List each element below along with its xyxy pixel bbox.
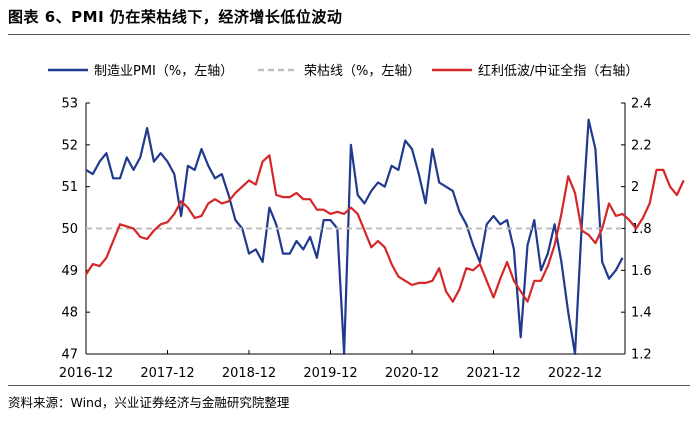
x-tick-label: 2019-12 (303, 366, 357, 381)
left-tick-label: 48 (61, 306, 78, 321)
x-tick-label: 2021-12 (466, 366, 520, 381)
x-tick-label: 2020-12 (385, 366, 439, 381)
legend-label: 荣枯线（%，左轴） (304, 64, 420, 79)
chart-title: 图表 6、PMI 仍在荣枯线下，经济增长低位波动 (8, 8, 343, 26)
legend-label: 红利低波/中证全指（右轴） (478, 63, 638, 79)
left-tick-label: 51 (61, 180, 78, 195)
legend-label: 制造业PMI（%，左轴） (94, 64, 233, 79)
right-tick-label: 2 (631, 180, 639, 195)
x-tick-label: 2022-12 (548, 366, 602, 381)
title-rule (8, 34, 690, 35)
left-tick-label: 52 (61, 138, 78, 153)
right-tick-label: 1.2 (631, 348, 652, 363)
chart-series (85, 118, 685, 356)
left-tick-label: 53 (61, 97, 78, 112)
right-tick-label: 2.4 (631, 97, 652, 112)
right-tick-label: 2.2 (631, 138, 652, 153)
x-tick-label: 2017-12 (140, 366, 194, 381)
source-rule (8, 385, 690, 386)
chart-legend: 制造业PMI（%，左轴） 荣枯线（%，左轴） 红利低波/中证全指（右轴） (48, 63, 638, 79)
right-tick-label: 1.4 (631, 306, 652, 321)
chart-source: 资料来源：Wind，兴业证券经济与金融研究院整理 (8, 395, 290, 410)
right-tick-label: 1.8 (631, 222, 652, 237)
left-tick-label: 47 (61, 348, 78, 363)
right-tick-label: 1.6 (631, 264, 652, 279)
x-tick-label: 2018-12 (222, 366, 276, 381)
series-line-dividend-ratio (85, 154, 685, 303)
left-tick-label: 50 (61, 222, 78, 237)
series-line-pmi (85, 118, 624, 356)
left-tick-label: 49 (61, 264, 78, 279)
x-tick-label: 2016-12 (59, 366, 113, 381)
